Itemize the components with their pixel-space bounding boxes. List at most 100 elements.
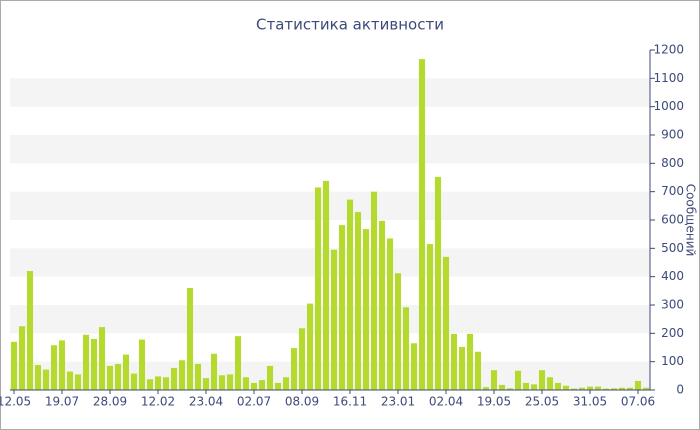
- y-tick-label: 1100: [653, 71, 684, 85]
- bar: [522, 382, 530, 390]
- bar: [10, 341, 18, 390]
- bar: [370, 191, 378, 390]
- bar: [242, 377, 250, 390]
- bar: [474, 351, 482, 390]
- grid-band: [10, 191, 650, 220]
- x-tick-label: 02.04: [429, 395, 463, 409]
- bar: [58, 340, 66, 390]
- bar: [34, 365, 42, 390]
- y-tick-label: 700: [661, 184, 684, 198]
- x-tick-label: 25.05: [525, 395, 559, 409]
- bar: [186, 288, 194, 390]
- x-tick-label: 07.06: [621, 395, 655, 409]
- bar: [410, 343, 418, 390]
- x-tick-label: 12.05: [0, 395, 31, 409]
- y-tick-label: 400: [661, 269, 684, 283]
- y-tick-label: 500: [661, 241, 684, 255]
- y-tick-label: 300: [661, 298, 684, 312]
- bar: [562, 385, 570, 390]
- bar: [626, 387, 634, 390]
- y-tick-label: 800: [661, 156, 684, 170]
- bar: [426, 244, 434, 390]
- bar: [26, 271, 34, 390]
- bar: [98, 327, 106, 390]
- bar: [50, 345, 58, 390]
- bar: [314, 187, 322, 390]
- x-tick-label: 12.02: [141, 395, 175, 409]
- bar: [170, 367, 178, 390]
- bar: [154, 376, 162, 390]
- bar: [306, 303, 314, 390]
- y-tick-label: 1200: [653, 43, 684, 57]
- bar: [346, 199, 354, 390]
- bar: [290, 348, 298, 390]
- bar: [146, 379, 154, 390]
- bar: [218, 375, 226, 390]
- x-tick-label: 31.05: [573, 395, 607, 409]
- bar: [466, 333, 474, 390]
- y-tick-label: 0: [676, 383, 684, 397]
- bar: [82, 334, 90, 390]
- bar: [250, 382, 258, 390]
- y-tick-label: 900: [661, 128, 684, 142]
- bar: [490, 370, 498, 390]
- bar: [378, 220, 386, 390]
- bar: [130, 373, 138, 390]
- bar: [178, 360, 186, 390]
- bar: [66, 371, 74, 390]
- bar: [114, 363, 122, 390]
- bar: [530, 384, 538, 390]
- bar: [610, 388, 618, 390]
- bar: [642, 387, 650, 390]
- bar: [634, 380, 642, 390]
- bar: [402, 307, 410, 390]
- bar: [74, 374, 82, 390]
- bar: [450, 333, 458, 390]
- bar: [330, 249, 338, 390]
- bar: [434, 176, 442, 390]
- bar: [338, 225, 346, 390]
- bar: [386, 238, 394, 390]
- bar: [90, 339, 98, 390]
- bar: [226, 374, 234, 390]
- bar: [322, 180, 330, 390]
- bar: [266, 365, 274, 390]
- grid-band: [10, 135, 650, 164]
- bar: [458, 346, 466, 390]
- bar: [570, 388, 578, 390]
- bar: [274, 382, 282, 390]
- x-tick-label: 19.07: [45, 395, 79, 409]
- bar: [362, 229, 370, 390]
- bar: [42, 369, 50, 390]
- x-tick-label: 16.11: [333, 395, 367, 409]
- x-tick-label: 23.01: [381, 395, 415, 409]
- grid-band: [10, 78, 650, 107]
- bar: [202, 378, 210, 390]
- bar: [298, 328, 306, 390]
- bar: [18, 326, 26, 390]
- y-tick-label: 1000: [653, 99, 684, 113]
- x-tick-label: 28.09: [93, 395, 127, 409]
- x-tick-label: 02.07: [237, 395, 271, 409]
- bar: [498, 384, 506, 390]
- bar: [354, 212, 362, 390]
- chart-title: Статистика активности: [256, 16, 444, 34]
- bar: [506, 388, 514, 390]
- bar: [194, 363, 202, 390]
- bar: [586, 386, 594, 390]
- x-tick-label: 08.09: [285, 395, 319, 409]
- bar: [210, 353, 218, 390]
- y-axis-label: Сообщений: [684, 184, 698, 257]
- bar: [122, 354, 130, 390]
- bar: [162, 377, 170, 390]
- bar: [258, 380, 266, 390]
- bar: [442, 256, 450, 390]
- bar: [594, 386, 602, 390]
- bar: [514, 370, 522, 390]
- bar: [282, 377, 290, 390]
- bar: [394, 273, 402, 390]
- bar: [578, 387, 586, 390]
- grid-band: [10, 248, 650, 277]
- bar: [546, 377, 554, 390]
